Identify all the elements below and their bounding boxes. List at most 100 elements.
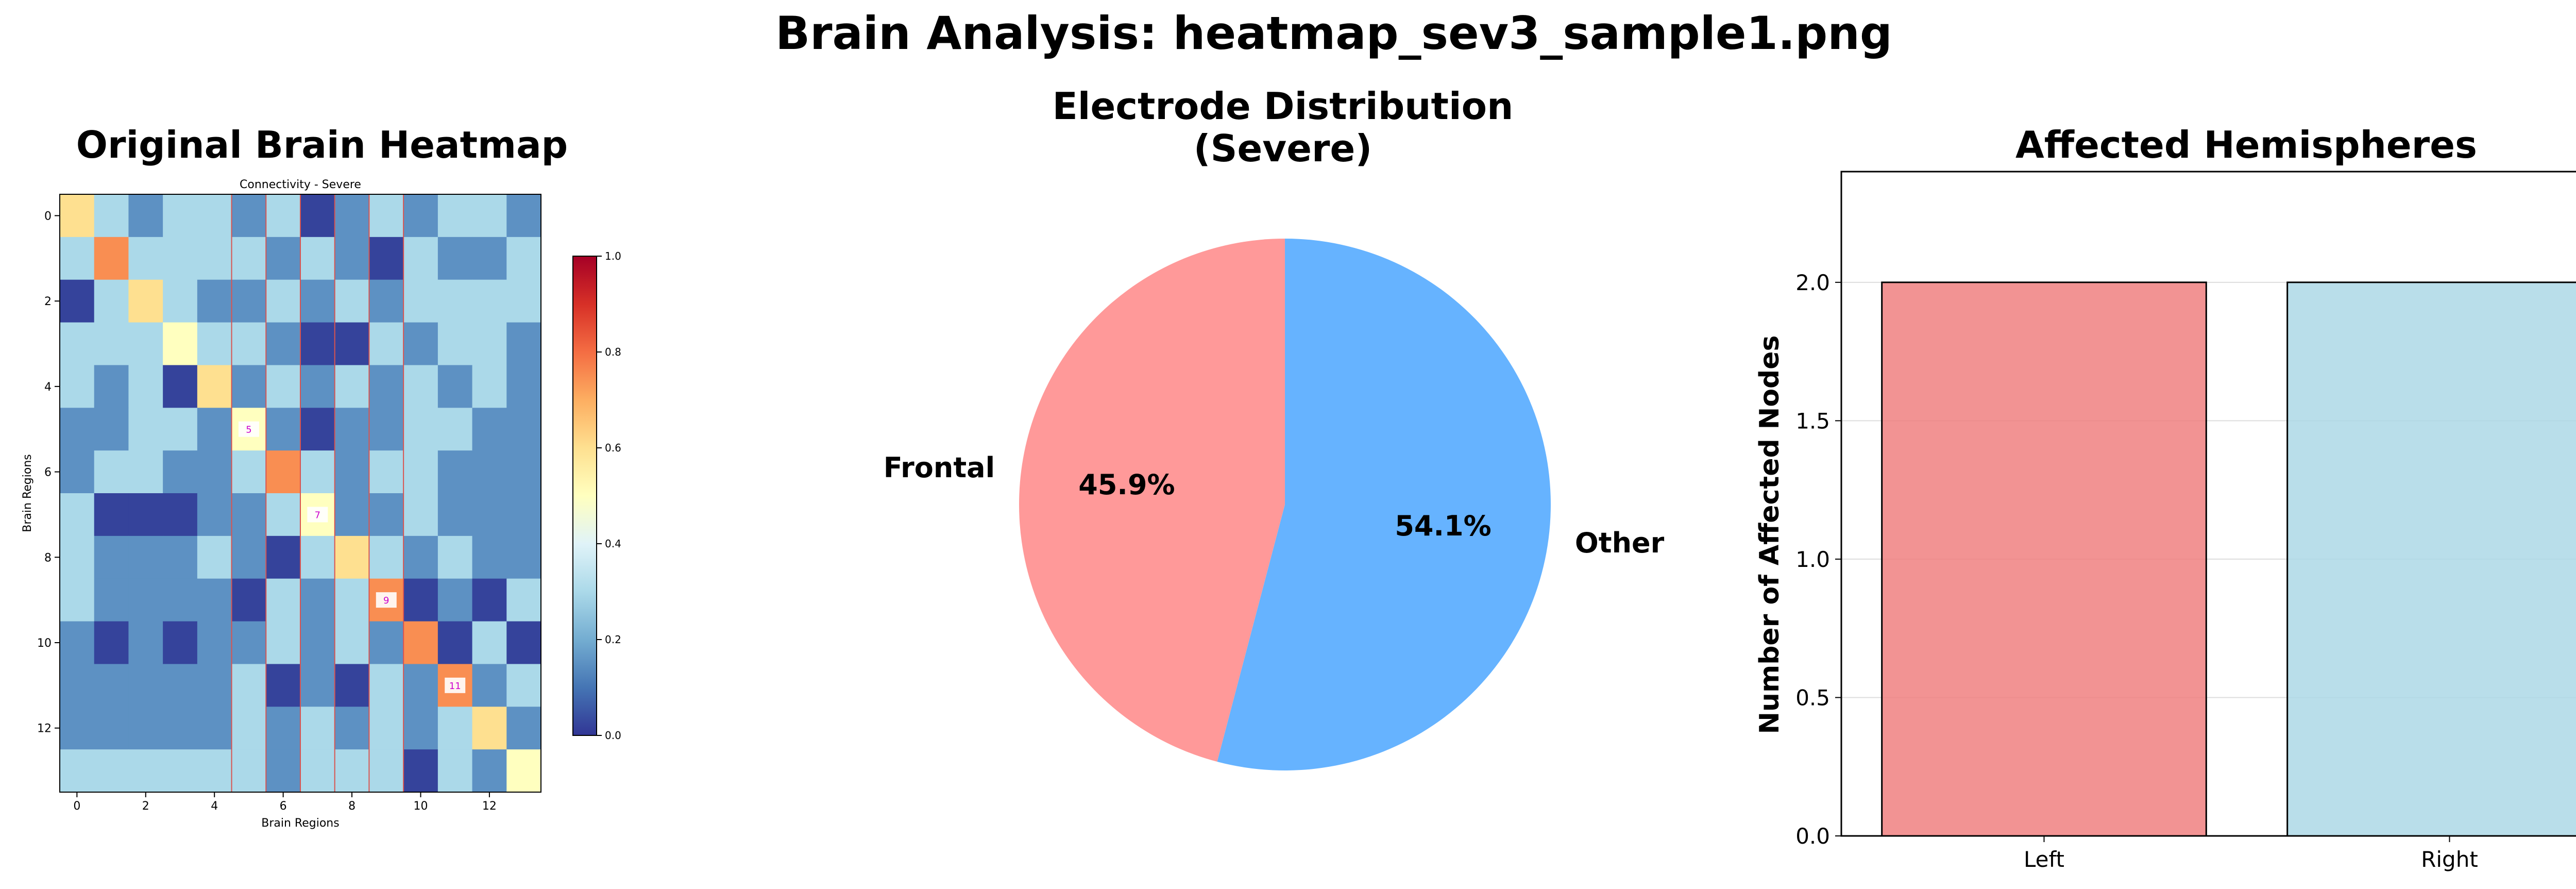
- heatmap-cell: [300, 365, 335, 408]
- heatmap-cell: [128, 578, 163, 622]
- heatmap-cell: [266, 707, 301, 750]
- heatmap-cell: [128, 664, 163, 707]
- heatmap-y-tick-label: 8: [44, 551, 52, 564]
- heatmap-cell: [94, 194, 129, 238]
- heatmap-annotation-box: [307, 507, 328, 523]
- heatmap-cell: [197, 493, 232, 536]
- heatmap-cell: [334, 535, 370, 579]
- heatmap-cell: [403, 194, 438, 238]
- heatmap-cell: [60, 279, 95, 323]
- heatmap-cell: [437, 408, 473, 451]
- heatmap-cell: [369, 365, 404, 408]
- heatmap-cell: [231, 279, 266, 323]
- heatmap-cell: [60, 237, 95, 280]
- heatmap-annotation-box: [238, 421, 259, 437]
- heatmap-cell: [94, 578, 129, 622]
- pie-category-label: Frontal: [884, 451, 995, 484]
- heatmap-cell: [60, 535, 95, 579]
- heatmap-cell: [506, 194, 541, 238]
- heatmap-cell: [94, 535, 129, 579]
- heatmap-cell: [163, 493, 198, 536]
- heatmap-cell: [163, 365, 198, 408]
- heatmap-cell: [472, 450, 507, 494]
- heatmap-cell: [437, 237, 473, 280]
- heatmap-cell: [403, 279, 438, 323]
- heatmap-cell: [163, 194, 198, 238]
- heatmap-cell: [128, 621, 163, 665]
- heatmap-cell: [300, 237, 335, 280]
- heatmap-cell: [506, 578, 541, 622]
- heatmap-cell: [369, 194, 404, 238]
- heatmap-cell: [163, 279, 198, 323]
- heatmap-y-tick-label: 4: [44, 381, 52, 394]
- heatmap-cell: [163, 408, 198, 451]
- bar: [1881, 281, 2207, 837]
- colorbar-tick-label: 0.8: [605, 346, 621, 358]
- heatmap-y-tick-label: 12: [37, 723, 52, 735]
- heatmap-cell: [506, 322, 541, 366]
- heatmap-cell: [403, 621, 438, 665]
- heatmap-cell: [231, 450, 266, 494]
- heatmap-cell: [60, 621, 95, 665]
- colorbar-tick-label: 0.4: [605, 538, 621, 550]
- heatmap-cell: [94, 621, 129, 665]
- heatmap-cell: [403, 749, 438, 793]
- heatmap-cell: [506, 450, 541, 494]
- heatmap-cell: [128, 194, 163, 238]
- heatmap-cell: [128, 450, 163, 494]
- heatmap-cell: [128, 535, 163, 579]
- heatmap-cell: [300, 322, 335, 366]
- heatmap-cell: [300, 279, 335, 323]
- pie-panel-title: Electrode Distribution (Severe): [943, 85, 1623, 170]
- heatmap-cell: [472, 194, 507, 238]
- heatmap-cell: [506, 493, 541, 536]
- heatmap-cell: [369, 279, 404, 323]
- heatmap-cell: [197, 279, 232, 323]
- heatmap-cell: [94, 664, 129, 707]
- heatmap-cell: [369, 535, 404, 579]
- heatmap-cell: [231, 749, 266, 793]
- heatmap-cell: [94, 279, 129, 323]
- heatmap-cell: [437, 535, 473, 579]
- heatmap-cell: [472, 279, 507, 323]
- heatmap-frame: [59, 194, 541, 793]
- heatmap-cell: [163, 578, 198, 622]
- heatmap-cell: [231, 194, 266, 238]
- heatmap-cell: [94, 322, 129, 366]
- heatmap-cell: [197, 535, 232, 579]
- bar-x-tick-label: Left: [2024, 847, 2064, 872]
- heatmap-cell: [300, 664, 335, 707]
- heatmap-chart: Connectivity - Severe 5 7 9 11 0 2 4 6 8 10 12 0 2 4 6 8…: [21, 178, 621, 830]
- heatmap-cell: [300, 535, 335, 579]
- heatmap-cell: [506, 621, 541, 665]
- heatmap-cell: [437, 493, 473, 536]
- heatmap-annotation: 5: [246, 425, 251, 435]
- pie-slice: [1019, 239, 1285, 762]
- heatmap-cell: [60, 365, 95, 408]
- bar: [2286, 281, 2576, 837]
- heatmap-cell: [197, 749, 232, 793]
- heatmap-cell: [197, 707, 232, 750]
- heatmap-cell: [128, 493, 163, 536]
- heatmap-cell: [163, 237, 198, 280]
- heatmap-cell: [506, 408, 541, 451]
- bar-chart: Left Right 0.0 0.5 1.0 1.5 2.0 Number of Affect…: [1754, 171, 2576, 872]
- heatmap-cell: [369, 664, 404, 707]
- bar-y-tick-label: 1.5: [1795, 408, 1830, 433]
- pie-percent-label: 54.1%: [1395, 510, 1491, 542]
- heatmap-cell: [506, 237, 541, 280]
- heatmap-cell: [334, 322, 370, 366]
- heatmap-cell: [197, 365, 232, 408]
- heatmap-annotation: 11: [449, 681, 461, 692]
- heatmap-y-axis-label: Brain Regions: [21, 454, 34, 532]
- heatmap-cell: [369, 322, 404, 366]
- heatmap-cell: [197, 450, 232, 494]
- heatmap-cell: [128, 365, 163, 408]
- heatmap-annotation: 9: [383, 595, 389, 606]
- heatmap-cell: [369, 237, 404, 280]
- heatmap-cell: [472, 664, 507, 707]
- heatmap-annotation-box: [445, 677, 466, 693]
- heatmap-cell: [506, 749, 541, 793]
- heatmap-cell: [197, 578, 232, 622]
- heatmap-cell: [334, 749, 370, 793]
